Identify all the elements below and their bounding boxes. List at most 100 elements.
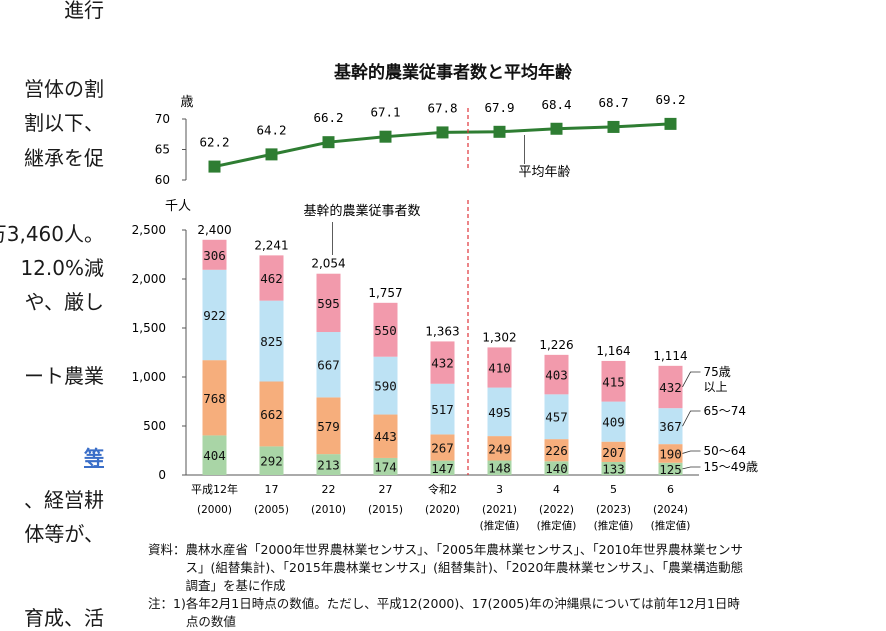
bar-segment bbox=[202, 435, 227, 475]
bar-y-tick-label: 1,500 bbox=[132, 321, 166, 335]
x-year-label: (2021) bbox=[482, 504, 517, 516]
bar-total-label: 2,054 bbox=[311, 257, 345, 271]
left-text-line: 営体の割 bbox=[24, 77, 104, 101]
line-value-label: 69.2 bbox=[655, 92, 685, 107]
bar-segment bbox=[373, 356, 398, 415]
bar-segment bbox=[601, 441, 626, 462]
bar-value-label: 922 bbox=[203, 308, 226, 323]
bar-segment bbox=[658, 462, 683, 475]
line-value-label: 66.2 bbox=[313, 110, 343, 125]
bar-value-label: 125 bbox=[659, 462, 682, 477]
bar-segment bbox=[487, 460, 512, 475]
bar-segment bbox=[202, 269, 227, 361]
legend-label: 65～74 bbox=[704, 404, 747, 418]
bar-value-label: 148 bbox=[488, 461, 511, 476]
bar-segment bbox=[601, 401, 626, 442]
bar-segment bbox=[658, 408, 683, 445]
bar-total-label: 1,363 bbox=[425, 324, 459, 338]
bar-segment bbox=[202, 239, 227, 270]
bar-total-label: 1,164 bbox=[596, 344, 630, 358]
bar-value-label: 550 bbox=[374, 323, 397, 338]
line-y-tick-label: 65 bbox=[155, 143, 170, 157]
bar-value-label: 579 bbox=[317, 419, 340, 434]
line-point bbox=[493, 125, 506, 138]
bar-value-label: 133 bbox=[602, 461, 625, 476]
line-value-label: 67.9 bbox=[484, 100, 514, 115]
x-year-label: (2022) bbox=[539, 504, 574, 516]
x-category-label: 4 bbox=[553, 483, 560, 496]
bar-segment bbox=[544, 394, 569, 440]
line-value-label: 67.8 bbox=[427, 100, 457, 115]
bar-segment bbox=[544, 354, 569, 395]
bar-value-label: 595 bbox=[317, 296, 340, 311]
bar-segment bbox=[487, 436, 512, 461]
legend-leader bbox=[682, 371, 701, 388]
bar-segment bbox=[601, 461, 626, 475]
bar-segment bbox=[658, 444, 683, 463]
bar-value-label: 667 bbox=[317, 358, 340, 373]
line-y-tick-label: 70 bbox=[155, 112, 170, 126]
line-point bbox=[664, 117, 677, 130]
line-value-label: 67.1 bbox=[370, 105, 400, 120]
bar-segment bbox=[316, 397, 341, 455]
legend-leader bbox=[682, 466, 701, 470]
note-source: 資料： 農林水産省「2000年世界農林業センサス」、「2005年農林業センサス」… bbox=[148, 542, 744, 593]
bar-segment bbox=[202, 360, 227, 436]
bar-segment bbox=[487, 387, 512, 437]
x-category-label: 22 bbox=[322, 483, 336, 496]
bar-value-label: 147 bbox=[431, 461, 454, 476]
bar-segment bbox=[316, 454, 341, 475]
bar-value-label: 403 bbox=[545, 368, 568, 383]
legend-leader bbox=[682, 410, 701, 427]
bar-total-label: 1,226 bbox=[539, 338, 573, 352]
bar-segment bbox=[430, 434, 455, 461]
bar-segment bbox=[601, 360, 626, 402]
x-estimate-label: (推定値) bbox=[537, 519, 577, 532]
line-value-label: 68.7 bbox=[598, 95, 628, 110]
bar-value-label: 306 bbox=[203, 248, 226, 263]
line-y-tick-label: 60 bbox=[155, 173, 170, 187]
bar-segment bbox=[259, 381, 284, 447]
x-category-label: 令和2 bbox=[428, 482, 457, 496]
bar-value-label: 174 bbox=[374, 459, 397, 474]
left-text-line: 等 bbox=[84, 446, 104, 470]
left-text-line: 万3,460人。 bbox=[0, 222, 104, 246]
bar-segment bbox=[430, 341, 455, 384]
bar-segment bbox=[430, 460, 455, 475]
left-text-line: 12.0%減 bbox=[20, 256, 104, 280]
x-year-label: (2005) bbox=[254, 504, 289, 516]
bar-value-label: 226 bbox=[545, 443, 568, 458]
bar-value-label: 410 bbox=[488, 360, 511, 375]
left-text-line: ート農業 bbox=[24, 364, 104, 388]
bar-y-tick-label: 500 bbox=[143, 419, 166, 433]
x-category-label: 27 bbox=[379, 483, 393, 496]
bar-y-axis-label: 千人 bbox=[165, 199, 191, 214]
bar-value-label: 662 bbox=[260, 407, 283, 422]
x-year-label: (2000) bbox=[197, 504, 232, 516]
bar-value-label: 190 bbox=[659, 446, 682, 461]
x-category-label: 5 bbox=[610, 483, 617, 496]
x-year-label: (2020) bbox=[425, 504, 460, 516]
x-estimate-label: (推定値) bbox=[651, 519, 691, 532]
bar-value-label: 367 bbox=[659, 419, 682, 434]
bar-value-label: 590 bbox=[374, 379, 397, 394]
x-category-label: 6 bbox=[667, 483, 674, 496]
bar-series-annotation: 基幹的農業従事者数 bbox=[303, 203, 420, 219]
bar-y-tick-label: 2,500 bbox=[132, 223, 166, 237]
legend-label: 50～64 bbox=[704, 444, 747, 458]
bar-value-label: 213 bbox=[317, 458, 340, 473]
line-point bbox=[379, 130, 392, 143]
bar-segment bbox=[544, 439, 569, 462]
bar-segment bbox=[259, 255, 284, 301]
line-value-label: 64.2 bbox=[256, 122, 286, 137]
bar-value-label: 443 bbox=[374, 429, 397, 444]
bar-value-label: 517 bbox=[431, 402, 454, 417]
x-estimate-label: (推定値) bbox=[594, 519, 634, 532]
bar-value-label: 462 bbox=[260, 271, 283, 286]
bar-total-label: 1,757 bbox=[368, 286, 402, 300]
bar-segment bbox=[316, 273, 341, 333]
bar-segment bbox=[373, 302, 398, 357]
left-text-line: や、厳し bbox=[24, 290, 104, 314]
bar-y-tick-label: 0 bbox=[158, 468, 166, 482]
